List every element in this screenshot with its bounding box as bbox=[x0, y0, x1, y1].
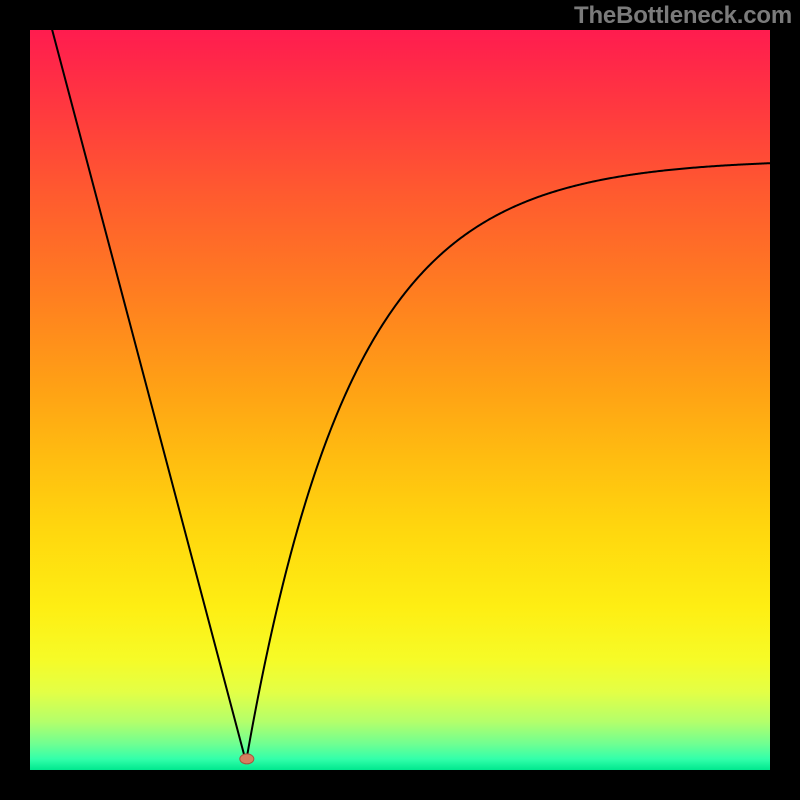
watermark-text: TheBottleneck.com bbox=[574, 2, 792, 30]
plot-area bbox=[30, 30, 770, 770]
background-gradient bbox=[30, 30, 770, 770]
chart-frame: TheBottleneck.com bbox=[0, 0, 800, 800]
